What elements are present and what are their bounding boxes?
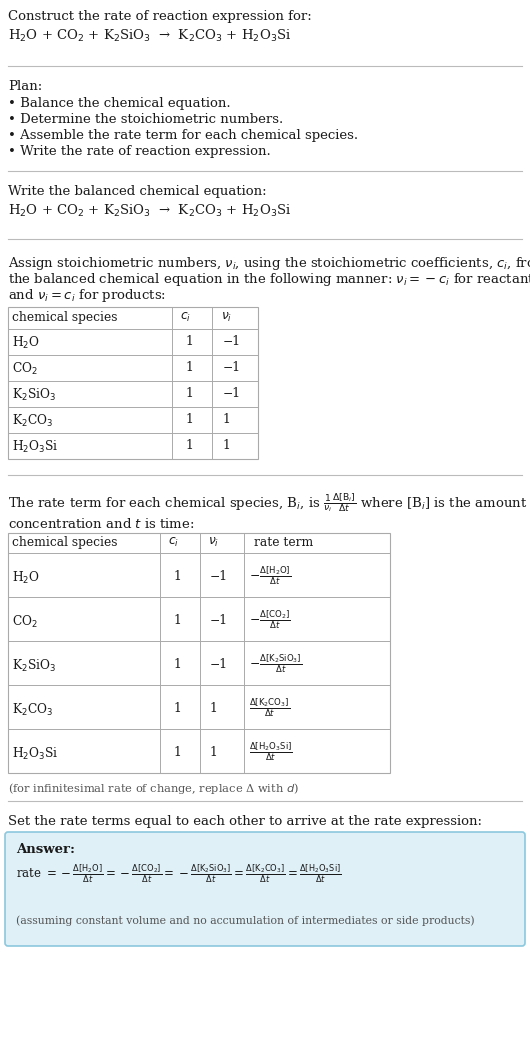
Text: $-\frac{\Delta[\mathrm{H_2O}]}{\Delta t}$: $-\frac{\Delta[\mathrm{H_2O}]}{\Delta t}… xyxy=(249,564,291,587)
Text: 1: 1 xyxy=(174,570,182,583)
Text: The rate term for each chemical species, B$_i$, is $\frac{1}{\nu_i}\frac{\Delta[: The rate term for each chemical species,… xyxy=(8,491,527,514)
Text: −1: −1 xyxy=(210,658,228,670)
Text: $-\frac{\Delta[\mathrm{CO_2}]}{\Delta t}$: $-\frac{\Delta[\mathrm{CO_2}]}{\Delta t}… xyxy=(249,608,291,631)
Text: −1: −1 xyxy=(210,570,228,583)
Text: 1: 1 xyxy=(186,387,194,400)
Text: $\frac{\Delta[\mathrm{K_2CO_3}]}{\Delta t}$: $\frac{\Delta[\mathrm{K_2CO_3}]}{\Delta … xyxy=(249,696,290,719)
Text: • Determine the stoichiometric numbers.: • Determine the stoichiometric numbers. xyxy=(8,113,283,126)
Text: $c_i$: $c_i$ xyxy=(168,536,179,549)
Text: 1: 1 xyxy=(186,335,194,348)
Text: 1: 1 xyxy=(186,413,194,426)
Text: 1: 1 xyxy=(174,746,182,759)
Text: −1: −1 xyxy=(223,387,241,400)
Text: K$_2$SiO$_3$: K$_2$SiO$_3$ xyxy=(12,658,56,674)
Text: • Assemble the rate term for each chemical species.: • Assemble the rate term for each chemic… xyxy=(8,129,358,142)
Text: H$_2$O$_3$Si: H$_2$O$_3$Si xyxy=(12,746,59,763)
Text: H$_2$O: H$_2$O xyxy=(12,570,40,586)
Text: $\nu_i$: $\nu_i$ xyxy=(208,536,219,549)
Text: Assign stoichiometric numbers, $\nu_i$, using the stoichiometric coefficients, $: Assign stoichiometric numbers, $\nu_i$, … xyxy=(8,255,530,272)
Text: rate $= -\frac{\Delta[\mathrm{H_2O}]}{\Delta t} = -\frac{\Delta[\mathrm{CO_2}]}{: rate $= -\frac{\Delta[\mathrm{H_2O}]}{\D… xyxy=(16,863,341,886)
Text: $c_i$: $c_i$ xyxy=(180,311,191,324)
Text: K$_2$CO$_3$: K$_2$CO$_3$ xyxy=(12,702,54,719)
Text: 1: 1 xyxy=(186,439,194,452)
Text: H$_2$O + CO$_2$ + K$_2$SiO$_3$  →  K$_2$CO$_3$ + H$_2$O$_3$Si: H$_2$O + CO$_2$ + K$_2$SiO$_3$ → K$_2$CO… xyxy=(8,28,292,44)
Text: 1: 1 xyxy=(174,702,182,715)
Text: 1: 1 xyxy=(174,658,182,670)
Text: chemical species: chemical species xyxy=(12,311,118,324)
Text: • Balance the chemical equation.: • Balance the chemical equation. xyxy=(8,97,231,110)
Text: (for infinitesimal rate of change, replace Δ with $d$): (for infinitesimal rate of change, repla… xyxy=(8,781,299,796)
Text: −1: −1 xyxy=(210,614,228,627)
FancyBboxPatch shape xyxy=(5,832,525,946)
Text: (assuming constant volume and no accumulation of intermediates or side products): (assuming constant volume and no accumul… xyxy=(16,915,475,926)
Text: Set the rate terms equal to each other to arrive at the rate expression:: Set the rate terms equal to each other t… xyxy=(8,815,482,828)
Text: CO$_2$: CO$_2$ xyxy=(12,614,38,630)
Text: 1: 1 xyxy=(186,361,194,374)
Text: $-\frac{\Delta[\mathrm{K_2SiO_3}]}{\Delta t}$: $-\frac{\Delta[\mathrm{K_2SiO_3}]}{\Delt… xyxy=(249,652,302,675)
Text: Write the balanced chemical equation:: Write the balanced chemical equation: xyxy=(8,185,267,198)
Text: and $\nu_i = c_i$ for products:: and $\nu_i = c_i$ for products: xyxy=(8,287,166,304)
Text: rate term: rate term xyxy=(254,536,313,549)
Text: K$_2$CO$_3$: K$_2$CO$_3$ xyxy=(12,413,54,429)
Text: 1: 1 xyxy=(210,702,218,715)
Text: 1: 1 xyxy=(174,614,182,627)
Text: −1: −1 xyxy=(223,335,241,348)
Text: 1: 1 xyxy=(210,746,218,759)
Text: the balanced chemical equation in the following manner: $\nu_i = -c_i$ for react: the balanced chemical equation in the fo… xyxy=(8,271,530,288)
Text: chemical species: chemical species xyxy=(12,536,118,549)
Text: Construct the rate of reaction expression for:: Construct the rate of reaction expressio… xyxy=(8,10,312,23)
Text: Answer:: Answer: xyxy=(16,843,75,856)
Bar xyxy=(8,533,390,773)
Text: concentration and $t$ is time:: concentration and $t$ is time: xyxy=(8,517,195,531)
Text: 1: 1 xyxy=(223,413,231,426)
Text: $\nu_i$: $\nu_i$ xyxy=(221,311,232,324)
Text: H$_2$O$_3$Si: H$_2$O$_3$Si xyxy=(12,439,59,455)
Text: $\frac{\Delta[\mathrm{H_2O_3Si}]}{\Delta t}$: $\frac{\Delta[\mathrm{H_2O_3Si}]}{\Delta… xyxy=(249,740,293,763)
Text: Plan:: Plan: xyxy=(8,79,42,93)
Bar xyxy=(8,306,258,459)
Text: −1: −1 xyxy=(223,361,241,374)
Text: K$_2$SiO$_3$: K$_2$SiO$_3$ xyxy=(12,387,56,403)
Text: CO$_2$: CO$_2$ xyxy=(12,361,38,378)
Text: • Write the rate of reaction expression.: • Write the rate of reaction expression. xyxy=(8,145,271,158)
Text: 1: 1 xyxy=(223,439,231,452)
Text: H$_2$O: H$_2$O xyxy=(12,335,40,351)
Text: H$_2$O + CO$_2$ + K$_2$SiO$_3$  →  K$_2$CO$_3$ + H$_2$O$_3$Si: H$_2$O + CO$_2$ + K$_2$SiO$_3$ → K$_2$CO… xyxy=(8,203,292,219)
